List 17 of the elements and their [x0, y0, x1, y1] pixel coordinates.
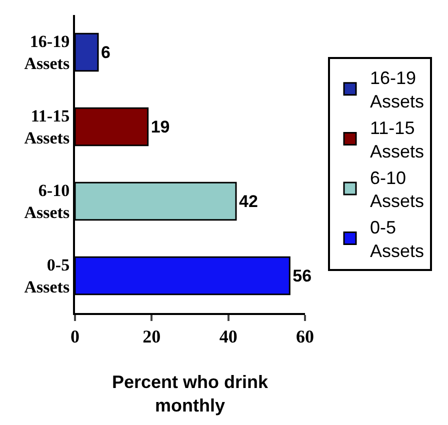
y-tick-label: 6-10 Assets	[24, 181, 70, 222]
x-tick-label: 20	[142, 326, 161, 347]
x-tick-label: 60	[296, 326, 314, 347]
x-tick-label: 40	[219, 326, 238, 347]
y-tick-label: 11-15 Assets	[24, 106, 70, 148]
legend-label: 0-5 Assets	[370, 218, 424, 262]
legend-label: 11-15 Assets	[370, 118, 424, 162]
y-tick-label: 16-19 Assets	[24, 32, 70, 74]
legend-label: 16-19 Assets	[370, 68, 424, 112]
legend-label: 6-10 Assets	[370, 168, 424, 212]
y-tick-label: 0-5 Assets	[24, 256, 70, 297]
x-tick-label: 0	[70, 326, 80, 347]
data-label: 56	[292, 266, 312, 286]
data-label: 19	[150, 117, 170, 136]
data-label: 6	[101, 42, 110, 62]
data-label: 42	[239, 192, 258, 211]
x-axis-title: Percent who drink monthly	[112, 372, 269, 416]
